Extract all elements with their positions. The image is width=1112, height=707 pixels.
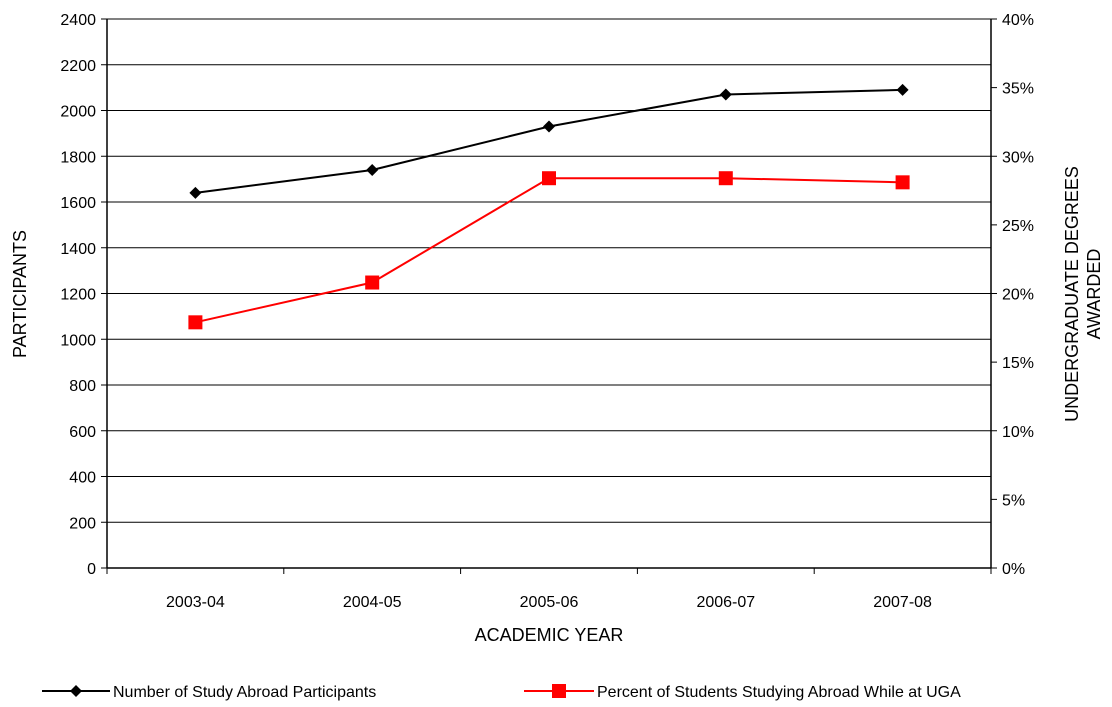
- series-lines: [188, 83, 910, 330]
- y2-tick-label: 35%: [1002, 81, 1034, 98]
- legend-label-participants: Number of Study Abroad Participants: [113, 684, 376, 701]
- legend-square-marker: [552, 684, 566, 698]
- data-point-square: [718, 171, 733, 186]
- legend-label-percent: Percent of Students Studying Abroad Whil…: [597, 684, 961, 701]
- x-tick-label: 2003-04: [166, 594, 225, 611]
- data-point-square: [188, 315, 203, 330]
- y-tick-label: 2000: [60, 104, 96, 121]
- data-point-diamond: [366, 163, 379, 176]
- data-point-square: [542, 171, 556, 186]
- x-axis: 2003-04 2004-05 2005-06 2006-07 2007-08: [106, 568, 992, 611]
- y-tick-label: 0: [87, 561, 96, 578]
- y2-tick-label: 30%: [1002, 149, 1034, 166]
- data-point-square: [365, 275, 380, 290]
- y2-axis-title-line2: AWARDED: [1084, 249, 1104, 340]
- y2-tick-label: 40%: [1002, 12, 1034, 29]
- gridlines: [107, 18, 991, 523]
- y-tick-label: 1800: [60, 149, 96, 166]
- data-point-diamond: [719, 88, 732, 101]
- y-tick-label: 600: [69, 424, 96, 441]
- series-line-2: [195, 177, 903, 324]
- y2-axis-title: UNDERGRADUATE DEGREES AWARDED: [1062, 166, 1104, 422]
- legend-diamond-marker: [70, 685, 82, 697]
- y2-tick-label: 15%: [1002, 355, 1034, 372]
- y-tick-label: 2200: [60, 58, 96, 75]
- y-tick-label: 2400: [60, 12, 96, 29]
- x-tick-label: 2007-08: [873, 594, 932, 611]
- y-tick-label: 400: [69, 470, 96, 487]
- legend-item-percent: Percent of Students Studying Abroad Whil…: [524, 684, 961, 701]
- y2-tick-label: 0%: [1002, 561, 1025, 578]
- x-tick-label: 2004-05: [343, 594, 402, 611]
- data-point-square: [895, 175, 910, 190]
- y2-tick-label: 5%: [1002, 492, 1025, 509]
- data-point-diamond: [543, 120, 555, 133]
- data-point-diamond: [189, 186, 202, 199]
- y-tick-label: 1200: [60, 287, 96, 304]
- y2-tick-label: 10%: [1002, 424, 1034, 441]
- left-axis: 0 200 400 600 800 1000 1200 1400 1600 1800 2000 220…: [60, 12, 107, 578]
- y2-tick-label: 20%: [1002, 287, 1034, 304]
- legend-item-participants: Number of Study Abroad Participants: [42, 684, 376, 701]
- y2-axis-title-line1: UNDERGRADUATE DEGREES: [1062, 166, 1082, 422]
- legend: Number of Study Abroad Participants Perc…: [42, 684, 961, 701]
- y-tick-label: 200: [69, 515, 96, 532]
- y-tick-label: 1600: [60, 195, 96, 212]
- x-axis-title: ACADEMIC YEAR: [475, 625, 624, 645]
- y2-tick-label: 25%: [1002, 218, 1034, 235]
- data-point-diamond: [896, 83, 909, 96]
- y-axis-title: PARTICIPANTS: [10, 230, 30, 358]
- x-tick-label: 2005-06: [520, 594, 579, 611]
- x-tick-label: 2006-07: [696, 594, 755, 611]
- y-tick-label: 1400: [60, 241, 96, 258]
- right-axis: 0% 5% 10% 15% 20% 25% 30% 35% 40%: [991, 12, 1034, 578]
- y-tick-label: 1000: [60, 332, 96, 349]
- y-tick-label: 800: [69, 378, 96, 395]
